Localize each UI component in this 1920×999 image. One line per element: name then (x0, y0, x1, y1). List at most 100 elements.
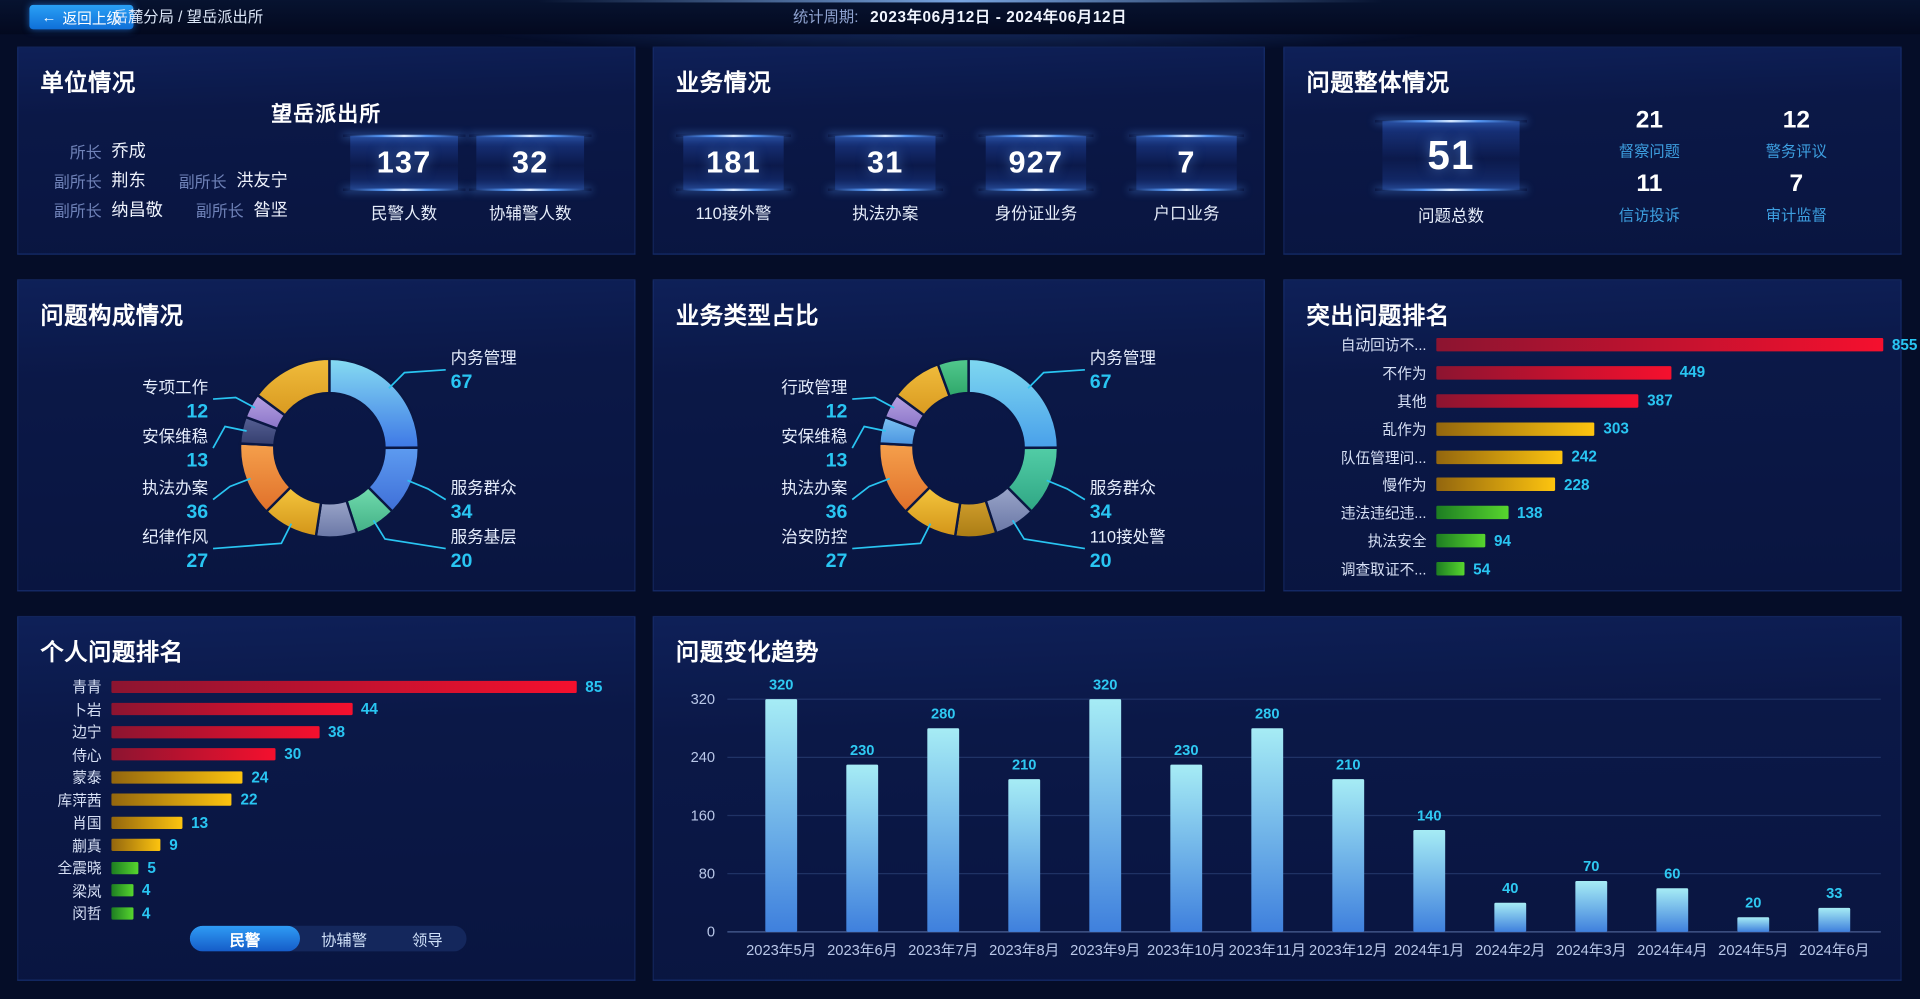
bar-value: 242 (1571, 448, 1597, 466)
trend-bar-value: 320 (769, 677, 794, 693)
bar-category-label: 慢作为 (1382, 476, 1427, 494)
donut-segment-label: 内务管理 (1090, 349, 1156, 368)
donut-callout-line (1011, 519, 1086, 550)
leader-name: 乔成 (111, 140, 146, 161)
donut-callout-line (407, 479, 447, 501)
bar-row: 慢作为 228 (1304, 474, 1889, 495)
bar-category-label: 边宁 (72, 723, 102, 741)
bar-category-label: 乱作为 (1382, 420, 1427, 438)
back-button[interactable]: ← 返回上级 (29, 4, 134, 30)
bar-row: 队伍管理问... 242 (1304, 446, 1889, 467)
donut-segment-label: 安保维稳 (781, 427, 847, 446)
panel-problem-trend: 问题变化趋势 0 80 160 240 320 320 2023年5月 230 2023年6月 2… (652, 615, 1902, 981)
leader-pair: 副所长 昝坚 (180, 197, 288, 221)
x-axis-category-label: 2023年8月 (989, 942, 1059, 959)
tab-领导[interactable]: 领导 (412, 931, 443, 949)
bar-value: 4 (141, 881, 151, 899)
donut-segment-value: 13 (826, 449, 848, 471)
bar-row: 肖国 13 (36, 812, 624, 833)
bar-category-label: 队伍管理问... (1340, 448, 1427, 466)
bar (111, 838, 161, 852)
donut-segment-label: 内务管理 (451, 349, 517, 368)
bar (1436, 506, 1509, 520)
bar-value: 30 (284, 745, 302, 763)
bar-row: 自动回访不... 855 (1304, 334, 1918, 355)
problem-trend-bar-chart: 0 80 160 240 320 320 2023年5月 230 2023年6月 280 2023年… (691, 677, 1881, 959)
trend-bar-value: 280 (931, 706, 956, 722)
problem-stat-value: 7 (1789, 170, 1804, 198)
leader-role: 副所长 (53, 172, 102, 191)
bar-row: 边宁 38 (36, 721, 624, 742)
stat-label: 民警人数 (371, 204, 438, 223)
leader-name: 昝坚 (253, 199, 288, 220)
bar-value: 13 (191, 813, 209, 831)
problem-stat-label: 审计监督 (1765, 206, 1827, 225)
chart-title-business-type: 业务类型占比 (675, 303, 820, 330)
personal-problem-bar-chart: 青青 85 卜岩 44 边宁 38 侍心 30 蒙泰 24 库萍茜 22 肖国 13 蒯真 9 全震晓 5 梁岚 4 闵… (36, 676, 624, 923)
x-axis-category-label: 2023年12月 (1309, 942, 1387, 959)
tab-民警[interactable]: 民警 (189, 925, 301, 952)
x-axis-category-label: 2023年9月 (1070, 942, 1140, 959)
stat-label: 110接外警 (695, 204, 772, 223)
bar-category-label: 梁岚 (72, 882, 102, 900)
trend-bar-value: 140 (1417, 808, 1442, 824)
bar-value: 228 (1564, 476, 1590, 494)
trend-bar-value: 60 (1664, 866, 1680, 882)
bar (1436, 450, 1563, 464)
bar-track: 94 (1436, 532, 1511, 549)
problem-total-label: 问题总数 (1417, 206, 1485, 226)
bar (1436, 337, 1884, 352)
x-axis-category-label: 2023年10月 (1147, 942, 1225, 959)
bar-track: 85 (111, 678, 602, 695)
panel-problem-composition: 问题构成情况 内务管理 67 服务群众 34 服务基层 20 专项工作 12 安保维稳 13 执法办… (17, 279, 636, 592)
problem-stat: 11 信访投诉 (1576, 170, 1723, 225)
stat-value: 137 (376, 145, 432, 180)
panel-business-type-share: 业务类型占比 内务管理 67 服务群众 34 110接处警 20 行政管理 12 安保维稳 13 执… (652, 279, 1265, 592)
donut-callout-line (372, 519, 446, 550)
trend-bar (846, 764, 879, 932)
x-axis-category-label: 2023年5月 (746, 942, 816, 959)
problem-total-value: 51 (1427, 132, 1475, 178)
donut-segment-label: 执法办案 (781, 478, 848, 497)
bar (111, 770, 243, 784)
bar-category-label: 蒯真 (72, 836, 102, 855)
leader-list: 所长 乔成 副所长 荆东 副所长 洪友宁 副所长 纳昌敬 副所长 昝坚 (38, 136, 350, 224)
period-value: 2023年06月12日 - 2024年06月12日 (870, 8, 1128, 26)
trend-bar (1008, 779, 1041, 932)
bar-value: 138 (1517, 504, 1543, 522)
bar-category-label: 闵哲 (72, 904, 102, 923)
bar-category-label: 自动回访不... (1340, 336, 1427, 354)
trend-bar (1332, 779, 1365, 932)
donut-segment-value: 36 (826, 501, 848, 523)
donut-segment-value: 67 (451, 371, 473, 393)
donut-segment-label: 安保维稳 (142, 427, 208, 446)
bar-track: 387 (1436, 392, 1673, 409)
trend-bar-value: 320 (1093, 677, 1118, 693)
x-axis-category-label: 2023年7月 (908, 942, 978, 959)
bar-category-label: 侍心 (72, 746, 102, 764)
leader-role: 副所长 (178, 172, 227, 191)
trend-bar (927, 728, 960, 932)
problem-stat-value: 21 (1635, 106, 1664, 134)
bar (1436, 421, 1595, 436)
bar-track: 4 (111, 904, 150, 921)
leader-role: 副所长 (195, 201, 244, 220)
trend-bar-value: 33 (1826, 886, 1842, 902)
bar-value: 85 (585, 677, 603, 695)
bar-value: 9 (169, 836, 178, 854)
tab-协辅警[interactable]: 协辅警 (321, 931, 368, 949)
bar-value: 22 (240, 791, 258, 809)
donut-segment (255, 357, 331, 418)
back-button-label: 返回上级 (62, 9, 122, 27)
problem-stat: 21 督察问题 (1576, 107, 1723, 162)
leader-row: 副所长 荆东 副所长 洪友宁 (38, 165, 350, 194)
bar-category-label: 执法安全 (1367, 532, 1427, 550)
bar-value: 44 (360, 700, 378, 718)
donut-segment-label: 服务群众 (451, 478, 517, 497)
leader-pair: 副所长 洪友宁 (163, 168, 288, 192)
trend-bar-value: 40 (1502, 881, 1518, 897)
panel-title-unit: 单位情况 (40, 71, 136, 97)
chart-title-prominent-ranking: 突出问题排名 (1306, 303, 1450, 330)
donut-segment-value: 12 (826, 400, 848, 422)
panel-problem-overview: 问题整体情况 51 问题总数 21 督察问题 12 警务评议 11 信访投诉 7 审计监督 (1283, 46, 1902, 255)
